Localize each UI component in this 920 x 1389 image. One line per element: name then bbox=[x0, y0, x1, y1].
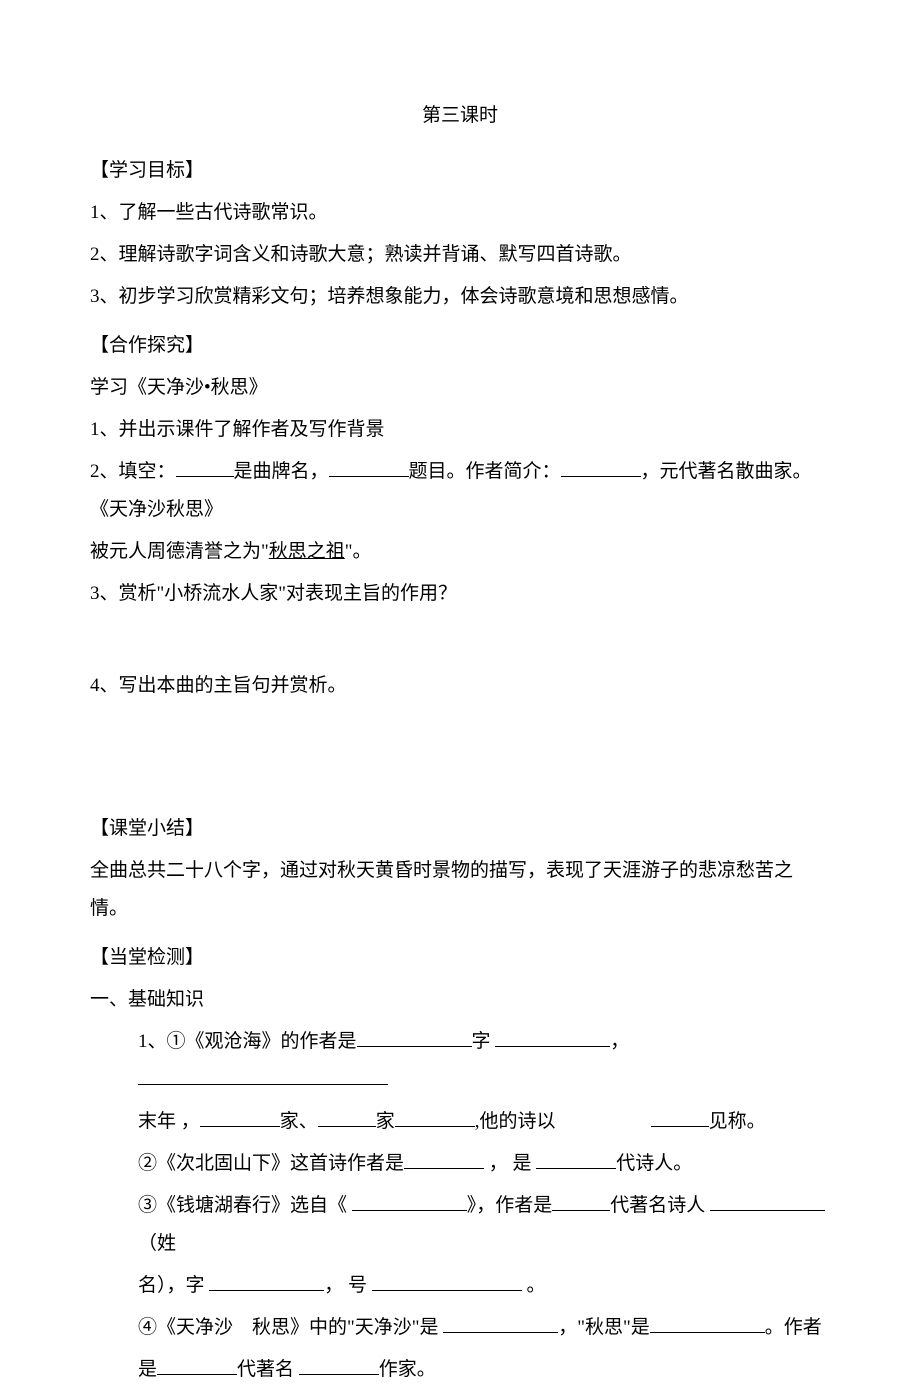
blank-field[interactable] bbox=[552, 1193, 610, 1211]
blank-field[interactable] bbox=[404, 1151, 484, 1169]
q-text: 代著名诗人 bbox=[610, 1195, 710, 1216]
q-text: 1、①《观沧海》的作者是 bbox=[138, 1031, 357, 1052]
q-text: ,他的诗以 bbox=[475, 1111, 556, 1132]
question-3-line1: ③《钱塘湖春行》选自《 》，作者是 代著名诗人 （姓 bbox=[90, 1187, 830, 1263]
objective-3: 3、初步学习欣赏精彩文句；培养想象能力，体会诗歌意境和思想感情。 bbox=[90, 278, 830, 316]
cooperative-inquiry-header: 【合作探究】 bbox=[90, 330, 830, 357]
q-text: 是 bbox=[138, 1359, 157, 1380]
question-1-line1: 1、①《观沧海》的作者是 字 ， bbox=[90, 1023, 830, 1099]
q-text: ②《次北固山下》这首诗作者是 bbox=[138, 1153, 404, 1174]
class-test-header: 【当堂检测】 bbox=[90, 942, 830, 969]
q-text: ， 是 bbox=[484, 1153, 536, 1174]
fill-text: "。 bbox=[345, 541, 372, 562]
answer-space bbox=[90, 709, 830, 799]
q-text: （姓 bbox=[138, 1233, 176, 1254]
fill-blank-prefix: 2、填空： bbox=[90, 461, 176, 482]
inquiry-item-4: 4、写出本曲的主旨句并赏析。 bbox=[90, 667, 830, 705]
question-1-line2: 末年 ， 家、 家 ,他的诗以 见称。 bbox=[90, 1103, 830, 1141]
class-summary-header: 【课堂小结】 bbox=[90, 813, 830, 840]
question-4-line1: ④《天净沙 秋思》中的"天净沙"是 ，"秋思"是 。作者 bbox=[90, 1309, 830, 1347]
blank-field[interactable] bbox=[443, 1315, 558, 1333]
objective-2: 2、理解诗歌字词含义和诗歌大意；熟读并背诵、默写四首诗歌。 bbox=[90, 236, 830, 274]
learning-objectives-header: 【学习目标】 bbox=[90, 155, 830, 182]
blank-field[interactable] bbox=[318, 1109, 376, 1127]
blank-field[interactable] bbox=[372, 1273, 522, 1291]
fill-text: 被元人周德清誉之为" bbox=[90, 541, 269, 562]
q-text: 家 bbox=[376, 1111, 395, 1132]
q-text: 名），字 bbox=[138, 1275, 209, 1296]
question-3-line2: 名），字 ， 号 。 bbox=[90, 1267, 830, 1305]
q-text: 末年 ， bbox=[138, 1111, 200, 1132]
q-text: 作家。 bbox=[379, 1359, 436, 1380]
blank-field[interactable] bbox=[651, 1109, 709, 1127]
answer-space bbox=[90, 617, 830, 667]
q-text: 字 bbox=[472, 1031, 496, 1052]
q-text: 见称。 bbox=[709, 1111, 766, 1132]
inquiry-item-2-line1: 2、填空：是曲牌名，题目。作者简介：，元代著名散曲家。《天净沙秋思》 bbox=[90, 453, 830, 529]
blank-field[interactable] bbox=[395, 1109, 475, 1127]
q-text: ③《钱塘湖春行》选自《 bbox=[138, 1195, 352, 1216]
question-2: ②《次北固山下》这首诗作者是 ， 是 代诗人。 bbox=[90, 1145, 830, 1183]
summary-content: 全曲总共二十八个字，通过对秋天黄昏时景物的描写，表现了天涯游子的悲凉愁苦之情。 bbox=[90, 852, 830, 928]
question-4-line2: 是 代著名 作家。 bbox=[90, 1351, 830, 1389]
inquiry-item-3: 3、赏析"小桥流水人家"对表现主旨的作用？ bbox=[90, 575, 830, 613]
study-topic: 学习《天净沙•秋思》 bbox=[90, 369, 830, 407]
blank-field[interactable] bbox=[710, 1193, 825, 1211]
blank-field[interactable] bbox=[200, 1109, 280, 1127]
blank-field[interactable] bbox=[176, 459, 234, 477]
blank-field[interactable] bbox=[138, 1067, 388, 1085]
blank-field[interactable] bbox=[352, 1193, 467, 1211]
blank-field[interactable] bbox=[209, 1273, 324, 1291]
fill-text: 题目。作者简介： bbox=[409, 461, 561, 482]
blank-field[interactable] bbox=[357, 1029, 472, 1047]
q-text: 。作者 bbox=[765, 1317, 822, 1338]
lesson-title: 第三课时 bbox=[90, 100, 830, 127]
q-text: ， 号 bbox=[324, 1275, 372, 1296]
q-text: 家、 bbox=[280, 1111, 318, 1132]
q-text: ， bbox=[610, 1031, 620, 1052]
objective-1: 1、了解一些古代诗歌常识。 bbox=[90, 194, 830, 232]
fill-text: 是曲牌名， bbox=[234, 461, 329, 482]
inquiry-item-1: 1、并出示课件了解作者及写作背景 bbox=[90, 411, 830, 449]
section-1-title: 一、基础知识 bbox=[90, 981, 830, 1019]
blank-field[interactable] bbox=[536, 1151, 616, 1169]
blank-field[interactable] bbox=[299, 1357, 379, 1375]
underlined-answer: 秋思之祖 bbox=[269, 541, 345, 562]
blank-field[interactable] bbox=[495, 1029, 610, 1047]
q-text: ，"秋思"是 bbox=[558, 1317, 650, 1338]
q-text: 代诗人。 bbox=[616, 1153, 692, 1174]
q-text: 。 bbox=[522, 1275, 546, 1296]
inquiry-item-2-line2: 被元人周德清誉之为"秋思之祖"。 bbox=[90, 533, 830, 571]
q-text: 代著名 bbox=[237, 1359, 299, 1380]
q-text: ④《天净沙 秋思》中的"天净沙"是 bbox=[138, 1317, 443, 1338]
q-text: 》，作者是 bbox=[467, 1195, 553, 1216]
blank-field[interactable] bbox=[561, 459, 641, 477]
blank-field[interactable] bbox=[329, 459, 409, 477]
blank-field[interactable] bbox=[650, 1315, 765, 1333]
blank-field[interactable] bbox=[157, 1357, 237, 1375]
